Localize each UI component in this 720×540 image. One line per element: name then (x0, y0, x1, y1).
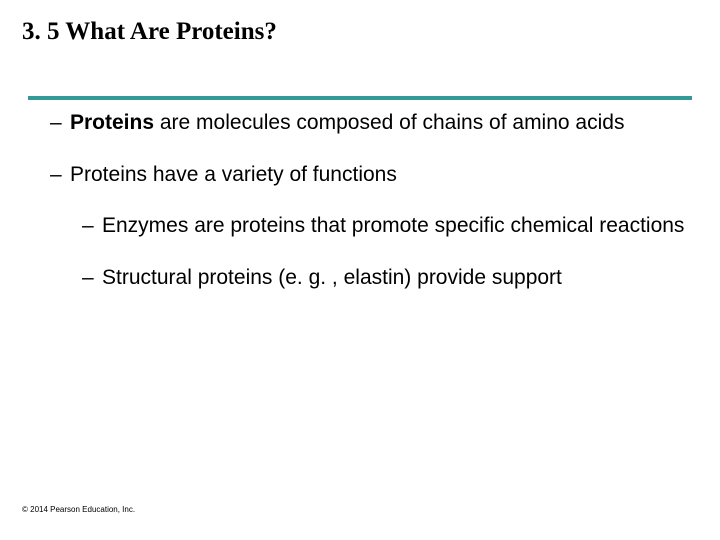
bullet-level2: – Structural proteins (e. g. , elastin) … (82, 265, 688, 291)
dash-icon: – (50, 110, 62, 136)
bullet-level1: – Proteins have a variety of functions (50, 162, 688, 188)
title-divider (28, 96, 692, 100)
dash-icon: – (82, 213, 94, 239)
bullet-text: Proteins have a variety of functions (70, 163, 397, 186)
bullet-level1: – Proteins are molecules composed of cha… (50, 110, 688, 136)
dash-icon: – (82, 265, 94, 291)
bullet-text: are molecules composed of chains of amin… (154, 111, 624, 134)
copyright-text: © 2014 Pearson Education, Inc. (22, 505, 135, 514)
bullet-bold-text: Proteins (70, 111, 154, 134)
bullet-text: Enzymes are proteins that promote specif… (102, 214, 684, 237)
bullet-text: Structural proteins (e. g. , elastin) pr… (102, 266, 562, 289)
slide-content: – Proteins are molecules composed of cha… (22, 110, 698, 290)
dash-icon: – (50, 162, 62, 188)
slide-container: 3. 5 What Are Proteins? – Proteins are m… (0, 0, 720, 540)
bullet-level2: – Enzymes are proteins that promote spec… (82, 213, 688, 239)
slide-title: 3. 5 What Are Proteins? (22, 18, 698, 46)
